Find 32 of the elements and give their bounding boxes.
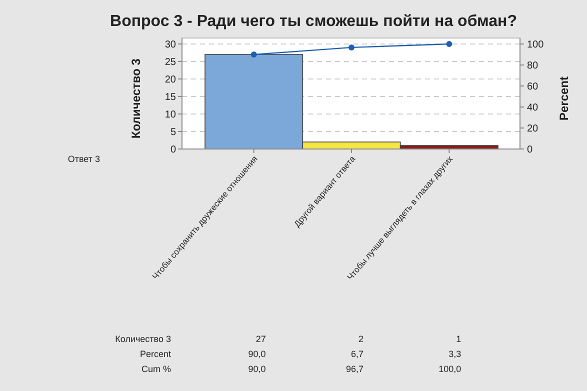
data-label: 27 — [256, 334, 266, 344]
y-tick-label: 10 — [164, 109, 176, 120]
y2-tick-label: 40 — [527, 102, 539, 114]
y-tick-label: 0 — [170, 144, 176, 156]
y2-tick-label: 80 — [527, 60, 539, 72]
point — [446, 40, 452, 47]
text: Cum % — [141, 364, 171, 374]
y2-tick-label: 0 — [527, 144, 533, 156]
y-tick-label: 25 — [164, 56, 176, 68]
data-label: 1 — [456, 334, 462, 344]
y2-tick-label: 60 — [527, 81, 539, 92]
text: 3,3 — [448, 349, 462, 359]
data-label: 100,0 — [438, 364, 462, 374]
data-label: 90,0 — [248, 364, 266, 374]
chart-title: Вопрос 3 - Ради чего ты сможешь пойти на обман? — [110, 13, 517, 30]
text: Ответ 3 — [68, 154, 100, 164]
text: Percent — [140, 349, 172, 359]
y-tick-label: 20 — [164, 74, 176, 86]
point — [348, 44, 354, 50]
text: Количество 3 — [115, 334, 171, 344]
y-tick-label: 5 — [170, 126, 176, 138]
y-tick-label: 15 — [164, 92, 176, 103]
y2-tick-label: 100 — [527, 39, 544, 50]
y2-axis-title: Percent — [557, 76, 571, 121]
y2-tick-label: 20 — [527, 123, 539, 134]
point — [250, 51, 257, 58]
text: 90,0 — [248, 349, 266, 359]
data-label: 2 — [358, 334, 364, 344]
text: 6,7 — [350, 349, 364, 359]
data-label: 96,7 — [346, 364, 364, 374]
y-axis-title: Количество 3 — [129, 58, 143, 138]
y-tick-label: 30 — [164, 39, 176, 50]
